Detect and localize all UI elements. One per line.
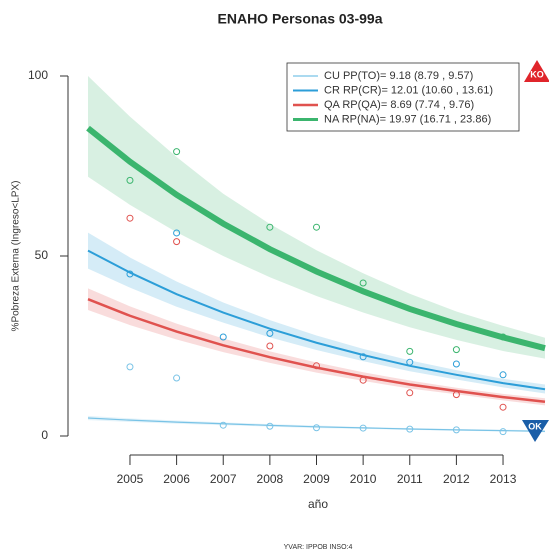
data-point [359,353,367,361]
data-point [359,424,367,432]
data-point [126,363,134,371]
data-point [173,238,181,246]
confidence-band [88,76,545,359]
data-point [126,214,134,222]
legend-label: NA RP(NA)= 19.97 (16.71 , 23.86) [324,113,491,125]
footnote: YVAR: IPPOB INSO:4 [284,544,353,551]
plot-area: 0 50 100 2005 2006 2007 2008 2009 2010 2011 2012 20… [28,68,546,486]
x-tick-label: 2009 [303,472,330,486]
data-point [266,329,274,337]
data-point [406,389,414,397]
fit-line [86,125,546,352]
fit-line [87,298,546,404]
x-axis-label: año [308,497,328,511]
ko-badge [524,60,549,82]
ok-badge [522,420,549,442]
data-point [406,358,414,366]
data-point [266,342,274,350]
y-axis-label: %Pobreza Externa (Ingreso<LPX) [11,181,22,332]
data-point [452,346,460,354]
data-point [219,421,227,429]
data-point [499,371,507,379]
data-point [126,176,134,184]
chart-title: ENAHO Personas 03-99a [218,11,383,27]
y-tick-label: 0 [41,428,48,442]
ok-text: OK [528,421,542,431]
data-point [173,148,181,156]
legend-box [286,62,520,132]
data-point [452,391,460,399]
x-tick-label: 2007 [210,472,237,486]
data-point [313,223,320,231]
data-point [359,279,367,287]
data-point [266,223,274,231]
legend-label: CR RP(CR)= 12.01 (10.60 , 13.61) [324,84,493,96]
x-tick-label: 2012 [443,472,470,486]
ko-text: KO [530,69,544,79]
data-point [452,360,460,368]
data-point [406,425,414,433]
data-point [499,428,507,436]
legend-label: QA RP(QA)= 8.69 (7.74 , 9.76) [324,99,474,111]
x-tick-label: 2008 [257,472,284,486]
legend: CU PP(TO)= 9.18 (8.79 , 9.57) CR RP(CR)= … [293,70,493,125]
x-tick-label: 2006 [163,472,190,486]
x-tick-label: 2010 [350,472,377,486]
data-point [359,376,367,384]
data-point [173,229,181,237]
x-tick-label: 2005 [117,472,144,486]
x-tick-label: 2011 [397,472,423,486]
data-point [266,422,274,430]
legend-label: CU PP(TO)= 9.18 (8.79 , 9.57) [324,70,473,82]
data-point [499,333,507,341]
data-point [126,270,134,278]
fit-line [87,417,546,432]
confidence-band [88,288,545,406]
y-tick-label: 50 [35,248,49,262]
y-tick-label: 100 [28,68,48,82]
data-point [499,403,507,411]
data-point [173,374,181,382]
data-point [452,426,460,434]
fit-line [87,249,546,391]
x-tick-label: 2013 [490,472,517,486]
data-point [219,333,227,341]
data-point [313,424,320,432]
data-point [406,347,414,355]
data-point [313,362,320,370]
